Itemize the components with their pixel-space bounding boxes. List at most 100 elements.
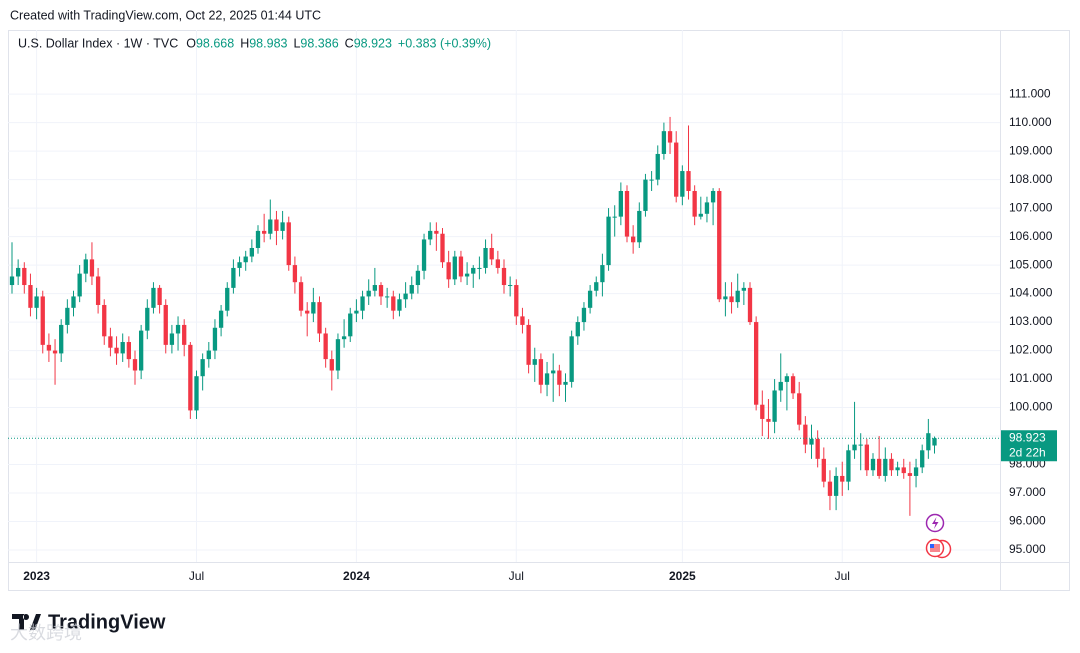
y-tick-label: 109.000 (1009, 143, 1053, 157)
candle-body (686, 171, 691, 191)
candle-body (71, 296, 76, 308)
candle-body (458, 256, 464, 277)
candle-body (833, 475, 839, 496)
candle-body (723, 296, 728, 300)
candle-body (274, 219, 279, 231)
candle-body (360, 296, 365, 311)
y-tick-label: 95.000 (1009, 542, 1046, 556)
candle-body (655, 153, 660, 180)
candle-body (15, 267, 21, 277)
candle-body (366, 290, 371, 297)
ohlc-value: 98.923 (354, 36, 392, 50)
y-tick-label: 103.000 (1009, 314, 1053, 328)
candle-body (612, 216, 617, 218)
candle-body (218, 310, 224, 328)
flag (930, 544, 940, 552)
candle-body (237, 262, 242, 268)
candle-body (920, 450, 925, 468)
candle-body (680, 171, 685, 197)
symbol: U.S. Dollar Index · 1W · TVC (18, 36, 178, 50)
candle-body (95, 276, 101, 305)
brand: TradingView 大数跨境 (10, 611, 166, 642)
ohlc-value: 98.983 (249, 36, 287, 50)
candle-body (741, 287, 747, 291)
candle-body (286, 222, 291, 266)
y-tick-label: 108.000 (1009, 172, 1053, 186)
candle-body (895, 467, 900, 471)
candle-body (311, 302, 316, 314)
candle-body (464, 273, 470, 277)
candle-body (182, 324, 187, 345)
candle-body (643, 179, 648, 211)
candle-body (809, 438, 814, 445)
y-tick-label: 107.000 (1009, 200, 1053, 214)
candle-body (403, 293, 408, 300)
candle-body (501, 267, 507, 286)
last-price-label: 98.923 (1009, 430, 1046, 444)
candle-body (40, 296, 45, 345)
candle-body (317, 302, 322, 334)
candle-body (827, 481, 833, 496)
candle-body (544, 373, 550, 385)
y-tick-label: 106.000 (1009, 229, 1053, 243)
y-tick-label: 101.000 (1009, 371, 1053, 385)
candle-body (606, 216, 611, 266)
candle-body (815, 438, 820, 459)
candle-body (575, 322, 580, 337)
candle-body (59, 324, 64, 354)
candle-body (483, 247, 488, 268)
candle-body (526, 324, 531, 365)
x-tick-label: 2025 (669, 569, 696, 583)
candle-body (489, 247, 494, 260)
candle-body (188, 344, 193, 411)
y-tick-label: 110.000 (1009, 115, 1052, 129)
candle-body (440, 233, 445, 263)
candle-body (89, 259, 95, 277)
candle-body (538, 359, 544, 385)
candle-body (852, 444, 857, 451)
candle-body (907, 473, 913, 476)
candle-body (637, 210, 642, 243)
x-tick-label: 2024 (343, 569, 370, 583)
candle-body (200, 359, 205, 377)
candle-body (581, 307, 587, 323)
ohlc-key: C (345, 36, 354, 50)
ohlc-key: O (186, 36, 196, 50)
candle-body (821, 458, 826, 482)
candle-body (268, 219, 273, 234)
candle-body (452, 256, 457, 280)
candle-body (323, 333, 328, 360)
candle-body (618, 190, 624, 217)
candle-body (341, 336, 347, 340)
candle-body (846, 450, 851, 482)
candle-body (194, 376, 199, 411)
candle-body (145, 307, 150, 331)
candle-body (22, 267, 27, 286)
ohlc-key: H (240, 36, 249, 50)
candle-body (206, 350, 211, 360)
candle-body (28, 285, 33, 308)
candle-body (926, 433, 931, 451)
candle-body (46, 344, 52, 351)
candles (8, 116, 1000, 516)
lightning (932, 517, 939, 529)
candle-body (83, 259, 88, 274)
candle-body (710, 190, 716, 203)
candle-body (471, 267, 476, 274)
watermark: 大数跨境 (10, 623, 82, 643)
change: +0.383 (+0.39%) (398, 36, 491, 50)
legend-header: U.S. Dollar Index · 1W · TVC O 98.668 H 98.… (18, 36, 491, 50)
candle-body (225, 287, 230, 311)
candle-body (674, 142, 679, 197)
candle-body (913, 467, 919, 476)
candle-body (120, 342, 125, 354)
candle-body (108, 336, 113, 348)
candle-body (391, 296, 396, 311)
candle-body (348, 313, 353, 337)
candle-body (563, 381, 568, 385)
y-tick-label: 105.000 (1009, 257, 1053, 271)
candle-body (532, 359, 537, 365)
candle-body (889, 458, 894, 471)
y-tick-label: 96.000 (1009, 514, 1046, 528)
